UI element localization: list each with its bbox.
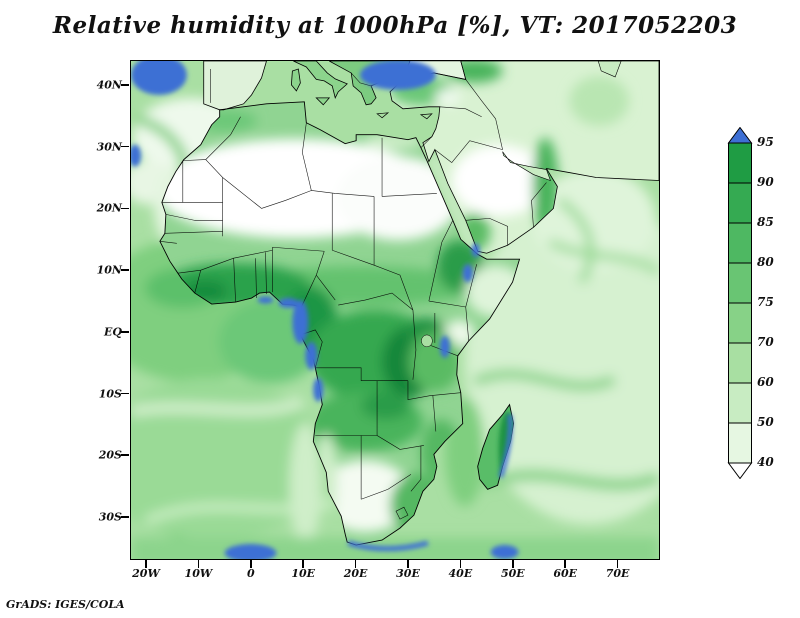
africa-coastline bbox=[159, 101, 521, 546]
colorbar-label: 50 bbox=[757, 415, 774, 429]
x-tick-label: 10E bbox=[291, 567, 316, 580]
italy bbox=[293, 61, 348, 99]
map-plot-area bbox=[130, 60, 660, 560]
map-svg bbox=[131, 61, 659, 559]
colorbar-segment bbox=[728, 422, 752, 464]
y-tick-mark bbox=[121, 84, 129, 86]
colorbar-label: 40 bbox=[757, 455, 774, 469]
sardinia bbox=[290, 68, 301, 92]
y-tick-mark bbox=[121, 454, 129, 456]
y-tick-label: 30S bbox=[98, 510, 122, 524]
colorbar bbox=[727, 126, 753, 480]
y-tick-mark bbox=[121, 207, 129, 210]
colorbar-segment bbox=[728, 142, 752, 184]
colorbar-segment bbox=[728, 342, 752, 384]
x-tick-label: 30E bbox=[396, 567, 420, 580]
colorbar-label: 95 bbox=[757, 135, 774, 149]
colorbar-bottom-arrow bbox=[727, 462, 753, 480]
colorbar-segment bbox=[728, 262, 752, 304]
x-tick-mark bbox=[302, 560, 304, 568]
colorbar-svg bbox=[727, 126, 753, 480]
y-tick-label: 20N bbox=[96, 201, 122, 215]
colorbar-segment bbox=[728, 222, 752, 264]
x-tick-mark bbox=[616, 560, 619, 568]
x-tick-mark bbox=[564, 560, 566, 568]
sicily bbox=[315, 97, 331, 106]
x-tick-label: 70E bbox=[605, 567, 630, 580]
caspian-sea bbox=[597, 61, 622, 78]
colorbar-label: 85 bbox=[757, 215, 774, 229]
y-tick-label: 10N bbox=[96, 263, 122, 277]
x-tick-mark bbox=[145, 560, 147, 568]
y-tick-mark bbox=[121, 392, 129, 395]
colorbar-top-arrow bbox=[727, 126, 753, 144]
colorbar-label: 90 bbox=[757, 175, 774, 189]
x-tick-label: 20E bbox=[343, 567, 368, 580]
colorbar-segment bbox=[728, 382, 752, 424]
x-tick-label: 0 bbox=[246, 567, 255, 580]
plot-title: Relative humidity at 1000hPa [%], VT: 20… bbox=[52, 12, 738, 39]
x-tick-label: 40E bbox=[448, 567, 473, 580]
x-tick-label: 20W bbox=[132, 567, 160, 580]
x-tick-mark bbox=[459, 560, 462, 568]
y-tick-mark bbox=[121, 269, 129, 271]
y-tick-label: EQ bbox=[104, 325, 122, 339]
x-tick-label: 10W bbox=[184, 567, 213, 580]
x-tick-mark bbox=[512, 560, 514, 568]
country-borders bbox=[159, 68, 547, 520]
colorbar-segment bbox=[728, 182, 752, 224]
colorbar-segment bbox=[728, 302, 752, 344]
cyprus bbox=[419, 113, 433, 120]
y-tick-label: 10S bbox=[98, 387, 122, 400]
extreme-humidity-patches bbox=[131, 61, 519, 559]
x-tick-label: 50E bbox=[500, 567, 525, 580]
y-tick-label: 20S bbox=[98, 448, 122, 462]
x-tick-label: 60E bbox=[553, 567, 578, 580]
x-tick-mark bbox=[354, 560, 357, 568]
y-tick-mark bbox=[121, 145, 129, 148]
crete bbox=[376, 112, 390, 119]
middle-east-coastline bbox=[389, 61, 659, 254]
y-tick-mark bbox=[121, 331, 129, 333]
credit-text: GrADS: IGES/COLA bbox=[6, 598, 125, 611]
iberia bbox=[203, 61, 267, 111]
y-tick-label: 30N bbox=[96, 140, 122, 154]
persian-gulf bbox=[502, 151, 551, 182]
y-tick-mark bbox=[121, 516, 129, 518]
x-tick-mark bbox=[250, 560, 252, 568]
colorbar-label: 80 bbox=[757, 255, 774, 269]
y-tick-label: 40N bbox=[96, 78, 122, 92]
colorbar-label: 60 bbox=[757, 375, 774, 389]
x-tick-mark bbox=[407, 560, 409, 568]
x-tick-mark bbox=[197, 560, 200, 568]
lake-victoria bbox=[421, 334, 433, 348]
colorbar-label: 70 bbox=[757, 335, 774, 349]
colorbar-label: 75 bbox=[757, 295, 774, 309]
